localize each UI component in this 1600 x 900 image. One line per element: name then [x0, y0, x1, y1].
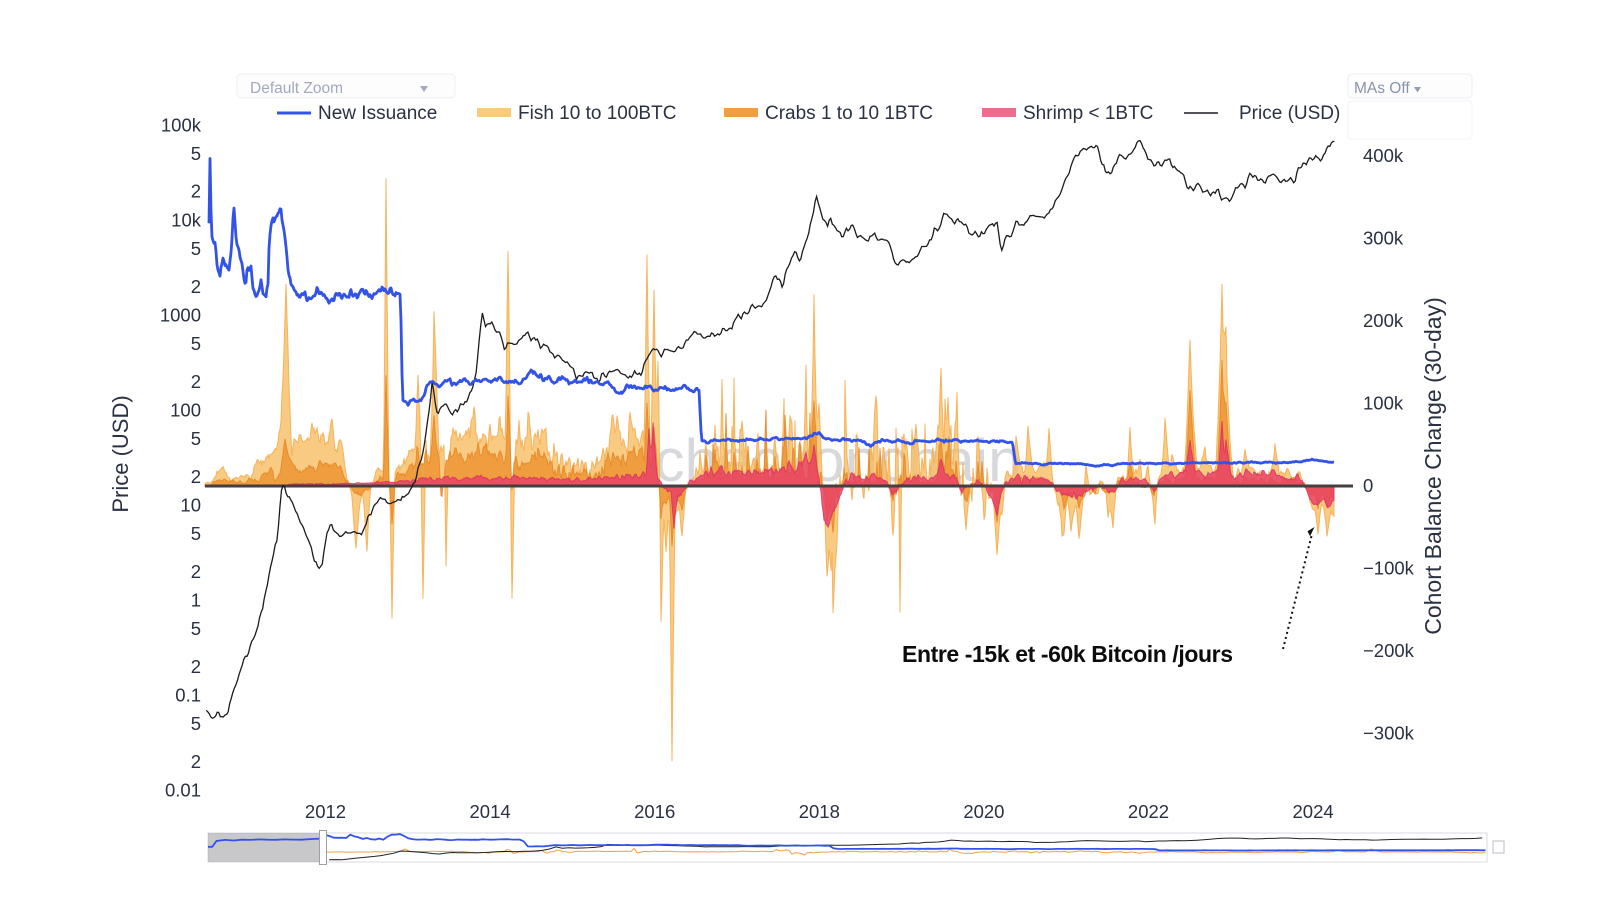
- svg-text:Crabs 1 to 10 1BTC: Crabs 1 to 10 1BTC: [765, 103, 933, 124]
- svg-text:Price (USD): Price (USD): [108, 395, 133, 512]
- svg-text:−100k: −100k: [1363, 558, 1415, 579]
- svg-text:300k: 300k: [1363, 228, 1404, 249]
- svg-text:1000: 1000: [160, 304, 201, 325]
- svg-text:5: 5: [191, 713, 201, 734]
- svg-text:5: 5: [191, 428, 201, 449]
- svg-text:2: 2: [191, 466, 201, 487]
- svg-text:Shrimp < 1BTC: Shrimp < 1BTC: [1023, 103, 1153, 124]
- svg-text:10k: 10k: [171, 209, 202, 230]
- svg-text:100k: 100k: [1363, 393, 1404, 414]
- svg-text:New Issuance: New Issuance: [318, 103, 437, 124]
- svg-text:2014: 2014: [470, 801, 511, 822]
- svg-text:100k: 100k: [161, 114, 202, 135]
- svg-text:2: 2: [191, 751, 201, 772]
- svg-text:200k: 200k: [1363, 310, 1404, 331]
- svg-text:Default Zoom: Default Zoom: [250, 80, 343, 97]
- svg-text:1: 1: [191, 590, 201, 611]
- svg-text:5: 5: [191, 523, 201, 544]
- svg-text:100: 100: [170, 399, 201, 420]
- svg-text:2: 2: [191, 371, 201, 392]
- svg-text:2: 2: [191, 561, 201, 582]
- svg-text:10: 10: [180, 495, 201, 516]
- svg-text:0.01: 0.01: [165, 780, 201, 801]
- svg-text:2020: 2020: [963, 801, 1004, 822]
- svg-text:−200k: −200k: [1363, 640, 1415, 661]
- svg-text:Entre -15k et -60k Bitcoin /jo: Entre -15k et -60k Bitcoin /jours: [902, 641, 1233, 667]
- svg-text:5: 5: [191, 618, 201, 639]
- svg-text:400k: 400k: [1363, 145, 1404, 166]
- svg-text:2012: 2012: [305, 801, 346, 822]
- svg-text:MAs Off: MAs Off: [1354, 80, 1410, 97]
- svg-text:Price (USD): Price (USD): [1239, 103, 1340, 124]
- svg-text:2: 2: [191, 181, 201, 202]
- svg-text:2016: 2016: [634, 801, 675, 822]
- svg-text:0.1: 0.1: [175, 685, 201, 706]
- svg-text:5: 5: [191, 238, 201, 259]
- svg-text:2: 2: [191, 656, 201, 677]
- svg-text:2: 2: [191, 276, 201, 297]
- svg-text:Cohort Balance Change (30-day): Cohort Balance Change (30-day): [1420, 297, 1446, 635]
- svg-text:2018: 2018: [799, 801, 840, 822]
- svg-text:5: 5: [191, 333, 201, 354]
- svg-text:5: 5: [191, 143, 201, 164]
- svg-text:2024: 2024: [1293, 801, 1334, 822]
- svg-text:2022: 2022: [1128, 801, 1169, 822]
- svg-text:Fish 10 to 100BTC: Fish 10 to 100BTC: [518, 103, 676, 124]
- svg-text:0: 0: [1363, 475, 1373, 496]
- svg-text:−300k: −300k: [1363, 723, 1415, 744]
